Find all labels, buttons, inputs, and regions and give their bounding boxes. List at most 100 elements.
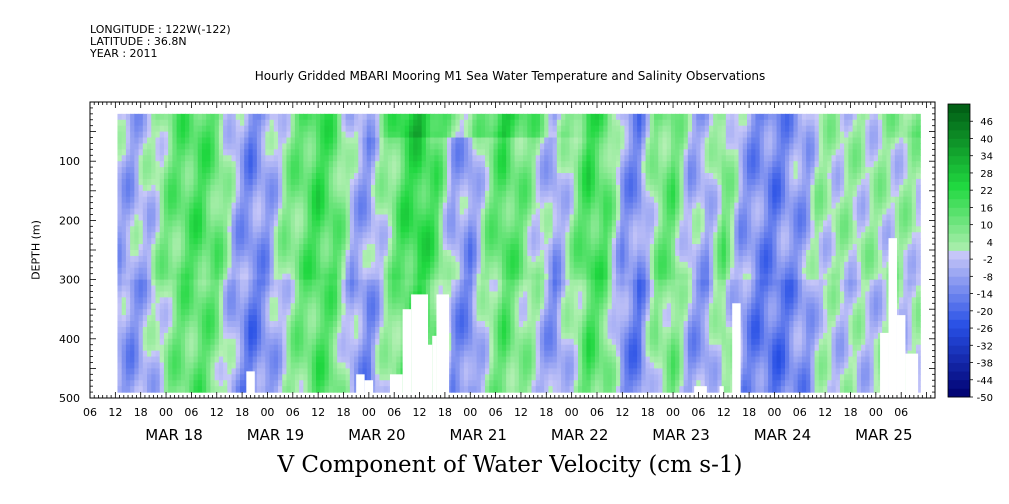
heatmap-cell — [354, 297, 359, 304]
heatmap-cell — [286, 196, 292, 204]
heatmap-cell — [332, 208, 338, 216]
heatmap-cell — [210, 303, 216, 310]
heatmap-cell — [544, 167, 550, 174]
heatmap-cell — [227, 362, 233, 369]
heatmap-cell — [193, 250, 199, 257]
heatmap-cell — [307, 350, 313, 358]
heatmap-cell — [447, 326, 452, 334]
heatmap-cell — [134, 184, 140, 192]
heatmap-cell — [556, 167, 562, 174]
heatmap-cell — [278, 244, 283, 251]
heatmap-cell — [354, 368, 359, 375]
heatmap-cell — [189, 315, 195, 322]
heatmap-cell — [480, 220, 486, 227]
heatmap-cell — [400, 232, 406, 239]
heatmap-cell — [527, 226, 533, 233]
heatmap-cell — [493, 214, 499, 221]
heatmap-cell — [193, 309, 199, 316]
heatmap-cell — [185, 362, 190, 369]
heatmap-cell — [261, 131, 266, 139]
heatmap-cell — [235, 386, 241, 393]
heatmap-cell — [290, 119, 296, 127]
heatmap-cell — [472, 332, 478, 340]
heatmap-cell — [337, 161, 342, 168]
heatmap-cell — [379, 297, 385, 304]
heatmap-cell — [299, 238, 304, 245]
heatmap-cell — [138, 190, 144, 198]
heatmap-cell — [252, 386, 258, 393]
heatmap-cell — [421, 155, 427, 162]
heatmap-cell — [185, 255, 190, 263]
heatmap-cell — [223, 244, 228, 251]
heatmap-cell — [392, 119, 397, 127]
heatmap-cell — [485, 220, 490, 227]
heatmap-cell — [151, 190, 157, 198]
heatmap-cell — [117, 196, 123, 204]
heatmap-cell — [400, 244, 406, 251]
heatmap-cell — [193, 214, 199, 221]
heatmap-cell — [362, 125, 368, 133]
heatmap-cell — [370, 178, 376, 186]
heatmap-cell — [408, 202, 414, 210]
heatmap-cell — [130, 315, 135, 322]
heatmap-cell — [396, 344, 402, 352]
heatmap-cell — [239, 125, 245, 133]
heatmap-cell — [168, 261, 173, 269]
heatmap-cell — [189, 362, 195, 369]
heatmap-cell — [235, 178, 241, 186]
heatmap-cell — [518, 332, 524, 340]
heatmap-cell — [413, 267, 419, 275]
heatmap-cell — [332, 273, 338, 281]
heatmap-cell — [430, 202, 435, 210]
heatmap-cell — [366, 220, 372, 227]
heatmap-cell — [180, 137, 186, 145]
heatmap-cell — [459, 143, 465, 150]
heatmap-cell — [447, 202, 452, 210]
heatmap-cell — [324, 380, 330, 387]
heatmap-cell — [493, 149, 499, 156]
heatmap-cell — [248, 184, 254, 192]
heatmap-cell — [442, 220, 448, 227]
heatmap-cell — [172, 261, 178, 269]
heatmap-cell — [400, 113, 406, 121]
heatmap-cell — [248, 143, 254, 150]
heatmap-cell — [442, 238, 448, 245]
heatmap-cell — [269, 214, 275, 221]
heatmap-cell — [332, 356, 338, 364]
heatmap-cell — [552, 350, 558, 358]
heatmap-cell — [472, 326, 478, 334]
heatmap-cell — [117, 303, 123, 310]
heatmap-cell — [366, 137, 372, 145]
heatmap-cell — [383, 143, 389, 150]
heatmap-cell — [354, 220, 359, 227]
heatmap-cell — [244, 125, 250, 133]
heatmap-cell — [514, 244, 520, 251]
heatmap-cell — [493, 386, 499, 393]
heatmap-cell — [362, 356, 368, 364]
heatmap-cell — [375, 226, 381, 233]
heatmap-cell — [455, 309, 461, 316]
heatmap-cell — [231, 131, 237, 139]
heatmap-cell — [155, 344, 161, 352]
heatmap-cell — [278, 315, 283, 322]
heatmap-cell — [189, 279, 195, 287]
heatmap-cell — [134, 161, 140, 168]
heatmap-cell — [299, 291, 304, 298]
heatmap-cell — [455, 297, 461, 304]
heatmap-cell — [265, 326, 271, 334]
heatmap-cell — [206, 131, 212, 139]
heatmap-cell — [282, 273, 288, 281]
heatmap-cell — [316, 273, 321, 281]
heatmap-cell — [252, 297, 258, 304]
heatmap-cell — [138, 380, 144, 387]
heatmap-cell — [248, 214, 254, 221]
heatmap-cell — [134, 208, 140, 216]
heatmap-cell — [375, 143, 381, 150]
heatmap-cell — [370, 326, 376, 334]
heatmap-cell — [455, 250, 461, 257]
heatmap-cell — [117, 267, 123, 275]
heatmap-cell — [163, 137, 169, 145]
heatmap-cell — [147, 309, 152, 316]
heatmap-cell — [404, 220, 410, 227]
heatmap-cell — [476, 137, 482, 145]
